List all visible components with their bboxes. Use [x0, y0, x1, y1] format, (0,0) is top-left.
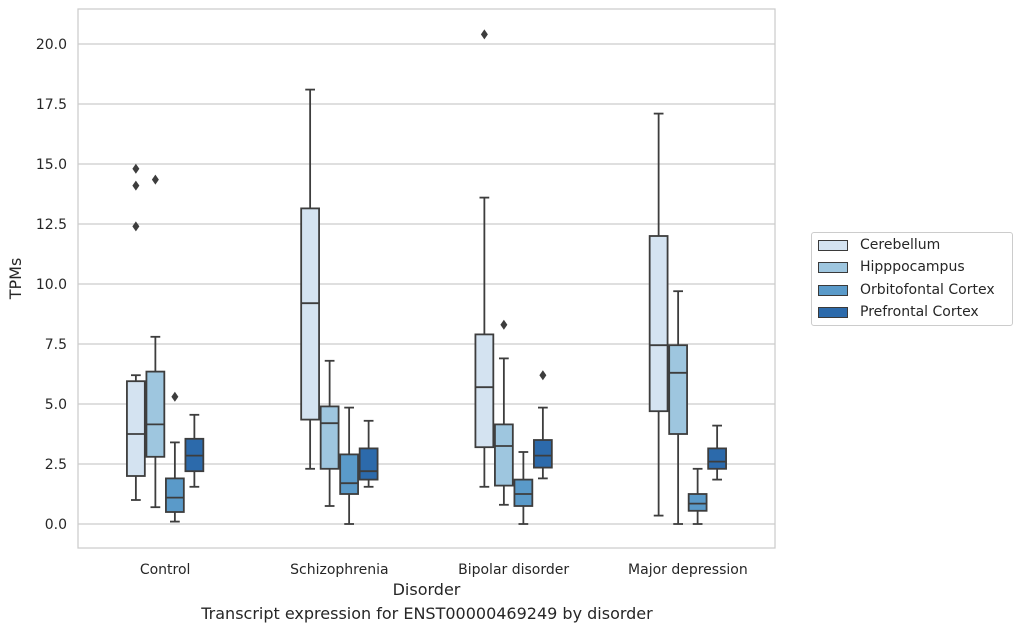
y-axis-label: TPMs — [6, 258, 25, 301]
y-tick-label: 7.5 — [45, 337, 67, 353]
outlier-point — [132, 180, 140, 191]
series-prefrontal-cortex — [184, 370, 727, 488]
x-tick-label: Schizophrenia — [290, 562, 388, 578]
gridlines — [78, 43, 775, 525]
box — [533, 439, 553, 469]
y-tick-label: 5.0 — [45, 397, 67, 413]
y-tick-label: 17.5 — [36, 97, 67, 113]
y-tick-label: 0.0 — [45, 517, 67, 533]
box — [474, 333, 495, 449]
legend-label: Orbitofontal Cortex — [860, 282, 995, 298]
box — [668, 344, 688, 435]
y-tick-label: 15.0 — [36, 157, 67, 173]
box — [145, 370, 166, 458]
box — [648, 235, 669, 413]
legend-item-hippocampus: Hipppocampus — [818, 257, 965, 277]
box — [494, 423, 514, 487]
legend-swatch — [818, 239, 848, 251]
legend: Cerebellum Hipppocampus Orbitofontal Cor… — [811, 232, 1013, 326]
outlier-point — [132, 221, 140, 232]
legend-label: Prefrontal Cortex — [860, 304, 979, 320]
outlier-point — [171, 391, 179, 402]
chart-title: Transcript expression for ENST0000046924… — [201, 604, 653, 623]
legend-swatch — [818, 284, 848, 296]
series-cerebellum — [126, 29, 669, 517]
outlier-point — [500, 319, 508, 330]
x-tick-label: Bipolar disorder — [458, 562, 569, 578]
legend-label: Cerebellum — [860, 237, 941, 253]
box-series — [126, 29, 727, 525]
series-hipppocampus — [145, 174, 688, 525]
y-tick-labels: 0.0 2.5 5.0 7.5 10.0 12.5 15.0 17.5 20.0 — [36, 37, 67, 533]
x-tick-label: Major depression — [628, 562, 748, 578]
box — [707, 447, 727, 470]
outlier-point — [151, 174, 159, 185]
box — [300, 207, 320, 421]
outlier-point — [539, 370, 547, 381]
x-tick-labels: Control Schizophrenia Bipolar disorder Majo… — [140, 562, 748, 578]
plot-area-frame — [77, 8, 776, 549]
y-tick-label: 20.0 — [36, 37, 67, 53]
outlier-point — [132, 163, 140, 174]
legend-item-cerebellum: Cerebellum — [818, 235, 940, 255]
x-axis-label: Disorder — [393, 580, 461, 599]
outlier-point — [480, 29, 488, 40]
box — [126, 380, 146, 477]
box — [358, 447, 379, 481]
legend-swatch — [818, 261, 848, 273]
y-tick-label: 10.0 — [36, 277, 67, 293]
box — [165, 477, 185, 513]
x-tick-label: Control — [140, 562, 191, 578]
legend-item-orbitofrontal-cortex: Orbitofontal Cortex — [818, 280, 995, 300]
y-tick-label: 2.5 — [45, 457, 67, 473]
legend-label: Hipppocampus — [860, 259, 965, 275]
box — [319, 405, 340, 470]
legend-item-prefrontal-cortex: Prefrontal Cortex — [818, 302, 979, 322]
box — [687, 493, 708, 512]
legend-swatch — [818, 306, 848, 318]
series-orbitofontal-cortex — [165, 391, 708, 525]
y-tick-label: 12.5 — [36, 217, 67, 233]
box — [513, 478, 534, 507]
box — [339, 453, 359, 495]
